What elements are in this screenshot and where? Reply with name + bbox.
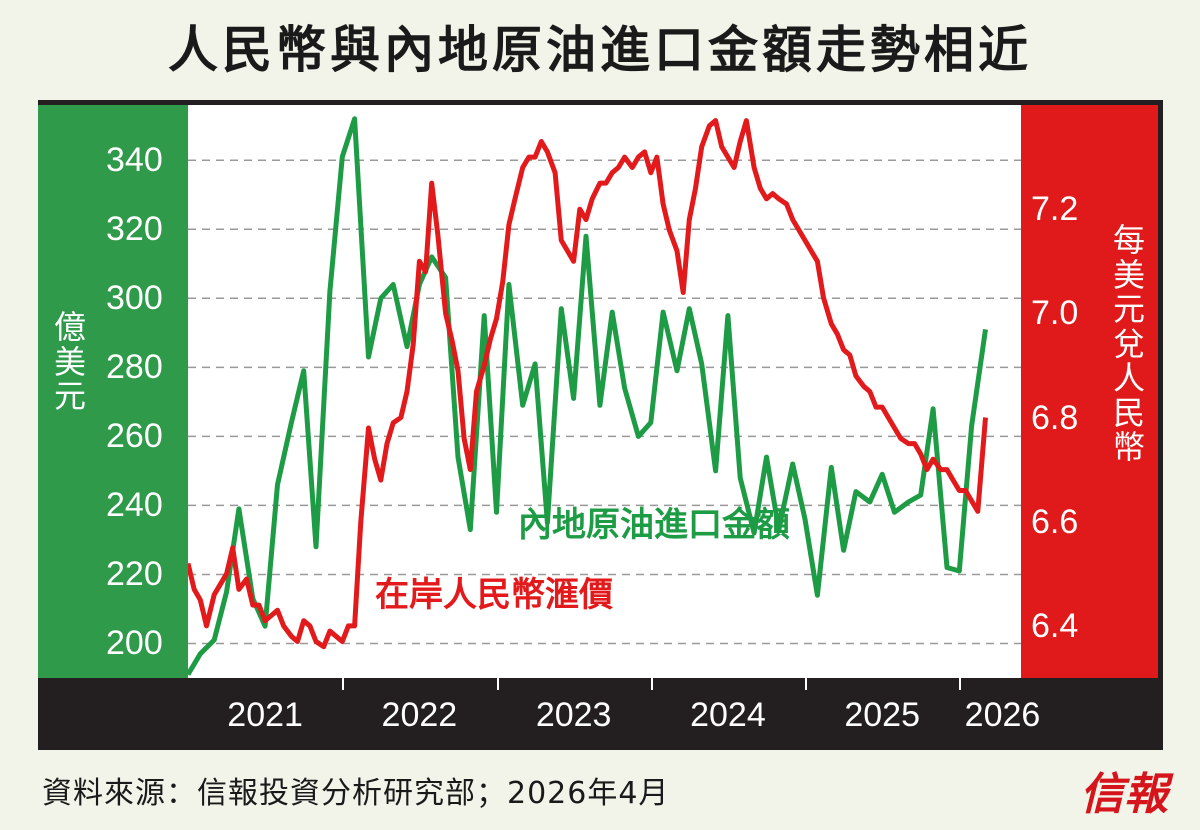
x-tick-label: 2021 bbox=[227, 696, 303, 734]
x-tick-label: 2026 bbox=[964, 696, 1041, 734]
right-axis-panel: 每美元兌人民幣 bbox=[1021, 105, 1158, 678]
chart-frame: 億美元 內地原油進口金額在岸人民幣滙價 每美元兌人民幣 200 220 240 260… bbox=[38, 100, 1163, 750]
right-tick-label: 7.0 bbox=[1031, 294, 1079, 333]
x-tick-label: 2025 bbox=[844, 696, 920, 734]
x-tick-mark bbox=[959, 678, 962, 690]
series-label-cny-rate: 在岸人民幣滙價 bbox=[375, 575, 613, 615]
left-tick-label: 300 bbox=[106, 279, 163, 318]
left-tick-label: 260 bbox=[106, 417, 163, 456]
left-tick-label: 280 bbox=[106, 348, 163, 387]
source-note: 資料來源：信報投資分析研究部；2026年4月 bbox=[42, 776, 670, 811]
left-tick-label: 320 bbox=[106, 210, 163, 249]
right-axis-title: 每美元兌人民幣 bbox=[1112, 221, 1145, 467]
x-tick-label: 2024 bbox=[690, 696, 766, 734]
x-tick-mark bbox=[496, 678, 499, 690]
series-line-oil-imports bbox=[188, 116, 988, 676]
left-tick-label: 220 bbox=[106, 555, 163, 594]
left-tick-label: 240 bbox=[106, 486, 163, 525]
left-axis-panel: 億美元 bbox=[38, 105, 188, 678]
left-tick-label: 340 bbox=[106, 141, 163, 180]
plot-area: 內地原油進口金額在岸人民幣滙價 bbox=[188, 105, 1021, 678]
right-tick-label: 6.8 bbox=[1031, 398, 1079, 437]
right-tick-label: 6.4 bbox=[1031, 606, 1079, 645]
x-tick-mark bbox=[805, 678, 808, 690]
left-tick-label: 200 bbox=[106, 624, 163, 663]
x-tick-mark bbox=[650, 678, 653, 690]
series-line-cny-rate bbox=[188, 118, 988, 650]
right-tick-label: 7.2 bbox=[1031, 190, 1079, 229]
left-axis-title: 億美元 bbox=[53, 308, 86, 416]
series-label-oil-imports: 內地原油進口金額 bbox=[518, 505, 790, 545]
x-tick-label: 2022 bbox=[381, 696, 458, 734]
x-tick-mark bbox=[342, 678, 345, 690]
chart-svg bbox=[188, 116, 1021, 676]
publisher-logo: 信報 bbox=[1080, 769, 1168, 820]
x-tick-label: 2023 bbox=[535, 696, 612, 734]
chart-title: 人民幣與內地原油進口金額走勢相近 bbox=[168, 21, 1032, 79]
right-tick-label: 6.6 bbox=[1031, 502, 1079, 541]
